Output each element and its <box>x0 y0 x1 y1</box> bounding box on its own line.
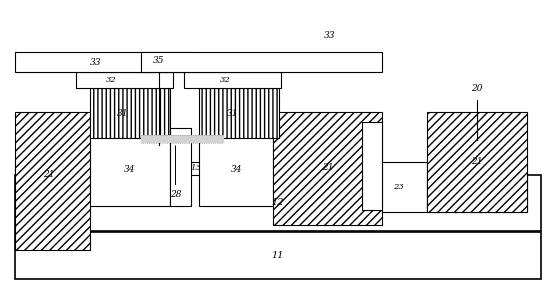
Text: 33: 33 <box>90 58 102 67</box>
Bar <box>185 72 281 88</box>
Text: 21: 21 <box>322 163 334 172</box>
Text: 32: 32 <box>220 76 231 84</box>
Bar <box>370 162 427 212</box>
Bar <box>15 52 192 72</box>
Text: 11: 11 <box>272 251 284 260</box>
Bar <box>427 112 527 212</box>
Text: 35: 35 <box>153 56 165 65</box>
Bar <box>200 136 273 206</box>
Bar <box>90 136 170 206</box>
Bar <box>141 135 224 143</box>
Text: 34: 34 <box>124 165 136 174</box>
Text: 13: 13 <box>190 164 201 172</box>
Bar <box>76 72 172 88</box>
Text: 32: 32 <box>106 76 116 84</box>
Text: 21: 21 <box>471 157 483 166</box>
Bar <box>90 88 170 138</box>
Text: 20: 20 <box>471 84 483 93</box>
Text: 28: 28 <box>170 146 181 199</box>
Text: 12: 12 <box>272 198 284 207</box>
Bar <box>15 112 90 249</box>
Bar <box>141 52 383 72</box>
Bar <box>200 88 279 138</box>
Bar <box>273 112 383 225</box>
Bar <box>15 175 541 230</box>
Text: 34: 34 <box>230 165 242 174</box>
Bar <box>427 172 527 212</box>
Text: 31: 31 <box>117 109 128 118</box>
Bar <box>170 128 191 206</box>
Text: 23: 23 <box>393 183 404 191</box>
Text: 21: 21 <box>43 170 55 179</box>
Bar <box>15 232 541 279</box>
Text: 31: 31 <box>226 109 238 118</box>
Text: 33: 33 <box>324 31 335 40</box>
Bar <box>15 162 370 175</box>
Bar <box>361 122 381 210</box>
